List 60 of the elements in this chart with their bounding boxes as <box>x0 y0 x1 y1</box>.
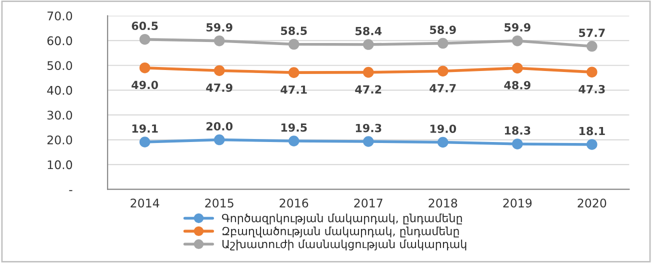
data-label: 60.5 <box>132 22 158 30</box>
legend-label: Զբաղվածության մակարդակ, ընդամենը <box>222 226 459 238</box>
data-label: 48.9 <box>504 80 530 90</box>
point <box>438 136 448 148</box>
data-label: 18.3 <box>504 126 530 135</box>
y-tick-label: - <box>69 190 72 192</box>
data-label: 19.0 <box>430 124 456 133</box>
data-label: 47.7 <box>430 84 456 92</box>
point <box>288 136 300 146</box>
data-label: 59.9 <box>504 23 530 32</box>
point <box>438 38 448 49</box>
y-tick-label: 10.0 <box>48 160 72 170</box>
data-label: 18.1 <box>579 126 605 136</box>
point <box>363 39 374 50</box>
x-tick-label: 2018 <box>428 198 458 208</box>
x-tick-label: 2019 <box>503 198 532 208</box>
x-tick-label: 2014 <box>130 198 160 208</box>
point <box>363 136 374 147</box>
x-tick-label: 2016 <box>280 198 308 208</box>
y-tick-label: 30.0 <box>47 110 72 120</box>
point <box>512 35 523 46</box>
data-label: 47.1 <box>280 86 307 94</box>
legend-label: Գործազրկության մակարդակ, ընդամենը <box>222 214 462 224</box>
x-tick-label: 2015 <box>205 198 234 208</box>
data-label: 58.4 <box>356 26 382 36</box>
data-label: 47.3 <box>578 84 605 94</box>
point <box>512 138 523 150</box>
point <box>438 66 448 76</box>
point <box>214 35 225 46</box>
data-label: 47.2 <box>355 85 382 94</box>
point <box>214 65 225 76</box>
data-label: 57.7 <box>579 28 605 38</box>
y-tick-label: 40.0 <box>47 86 72 95</box>
data-label: 58.9 <box>430 26 456 34</box>
x-tick-label: 2017 <box>354 198 382 208</box>
point <box>288 67 300 78</box>
data-label: 58.5 <box>281 26 307 36</box>
data-label: 47.9 <box>206 83 232 92</box>
data-label: 19.5 <box>281 123 307 132</box>
y-tick-label: 20.0 <box>47 135 72 144</box>
point <box>512 62 523 74</box>
point <box>363 66 374 78</box>
point <box>139 136 150 148</box>
point <box>139 34 150 45</box>
data-label: 49.0 <box>132 80 158 90</box>
legend-label: Աշխատուժի մասնակցության մակարդակ <box>222 240 466 250</box>
point <box>139 62 150 74</box>
y-tick-label: 70.0 <box>48 12 72 20</box>
point <box>586 40 598 52</box>
y-tick-label: 50.0 <box>47 61 72 70</box>
y-tick-label: 60.0 <box>47 36 72 46</box>
data-label: 59.9 <box>206 23 232 32</box>
data-label: 19.1 <box>132 124 158 133</box>
data-label: 19.3 <box>356 124 382 132</box>
point <box>214 134 225 146</box>
data-label: 20.0 <box>206 122 233 130</box>
point <box>586 66 598 78</box>
point <box>288 38 300 50</box>
x-tick-label: 2020 <box>578 198 606 208</box>
point <box>586 139 598 150</box>
